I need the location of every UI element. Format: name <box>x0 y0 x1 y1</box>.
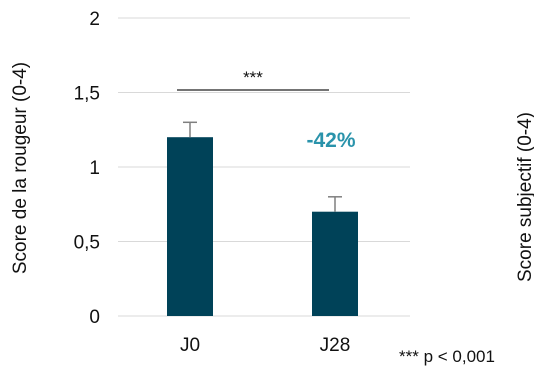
gridlines <box>118 17 410 317</box>
y-tick-label: 1 <box>89 158 100 179</box>
y-tick-label: 0 <box>89 307 100 328</box>
y-tick-label: 0,5 <box>74 233 100 254</box>
significance-label: *** <box>243 68 263 87</box>
y-axis-title: Score de la rougeur (0-4) <box>10 62 31 274</box>
y-tick-label: 2 <box>89 9 100 30</box>
y-tick-label: 1,5 <box>74 84 100 105</box>
x-tick-label: J28 <box>320 335 351 356</box>
bar-j0 <box>167 137 213 316</box>
bar-j28 <box>312 211 358 316</box>
error-bars <box>183 121 342 212</box>
footnote: *** p < 0,001 <box>399 347 495 366</box>
y-tick-labels: 0 0,5 1 1,5 2 <box>74 9 100 328</box>
x-tick-label: J0 <box>180 335 200 356</box>
second-chart-y-axis-title: Score subjectif (0-4) <box>515 112 534 282</box>
percent-change-label: -42% <box>306 129 355 152</box>
x-tick-labels: J0 J28 <box>180 335 350 356</box>
bars <box>167 137 358 316</box>
